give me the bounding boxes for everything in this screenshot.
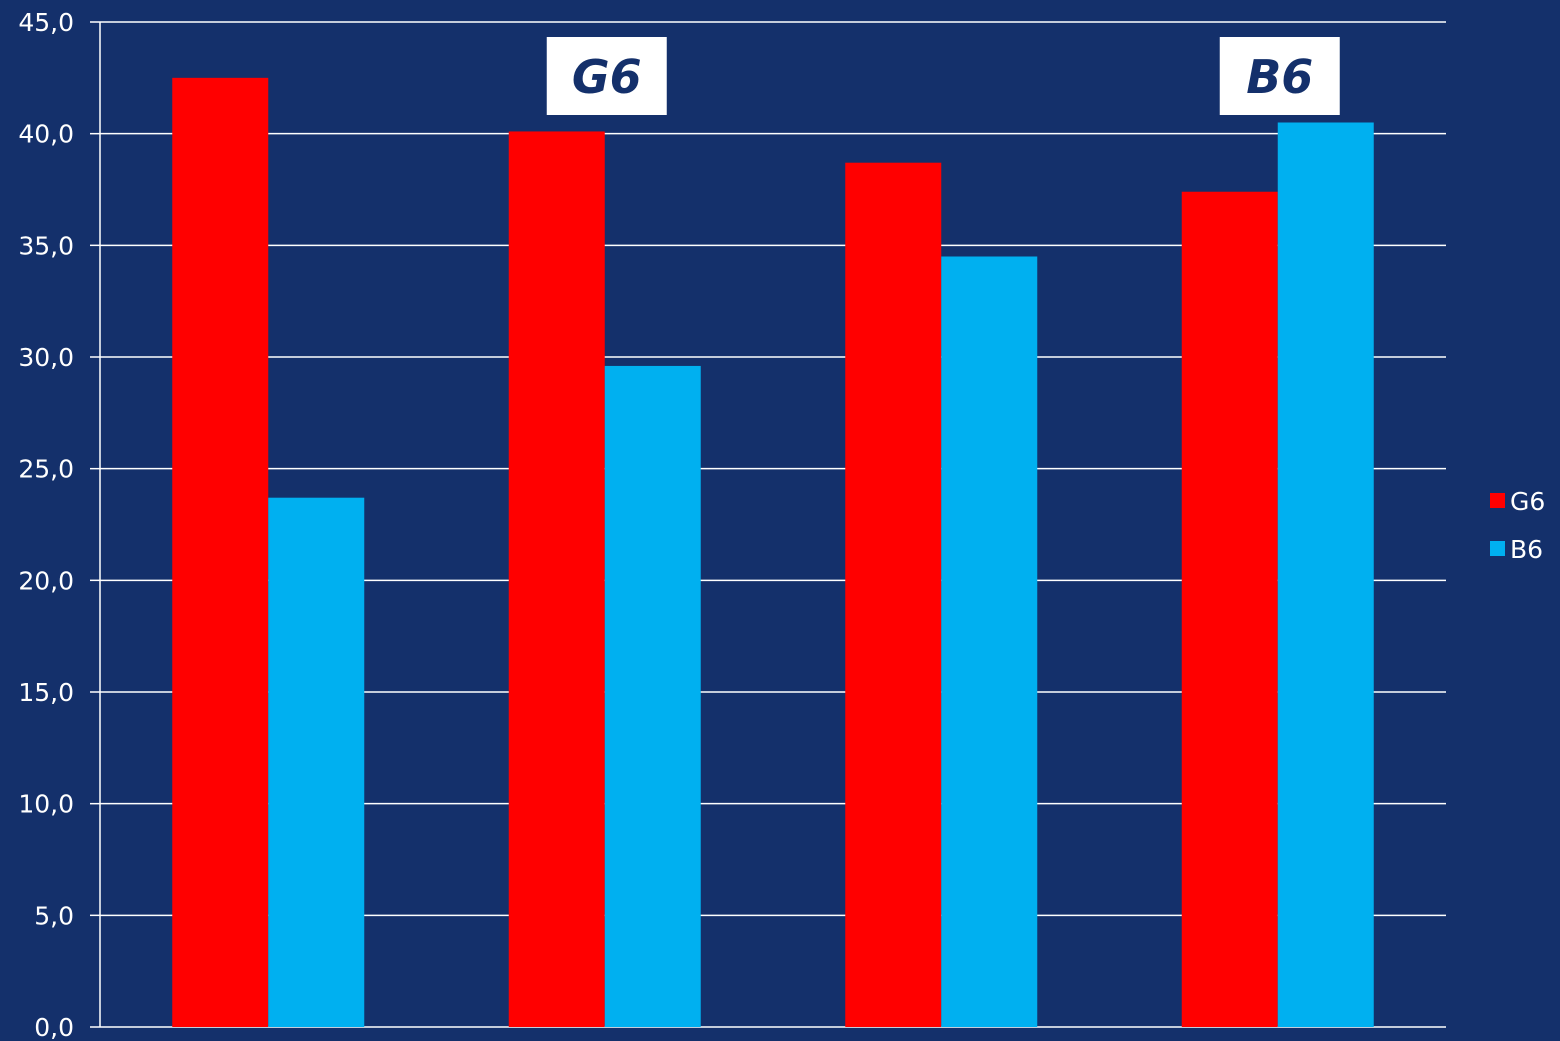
bars (172, 77, 1374, 1028)
bar-g6-2 (508, 131, 605, 1027)
annotation-g6: G6 (546, 37, 667, 115)
legend: G6 B6 (1490, 487, 1545, 564)
legend-swatch (1490, 493, 1505, 508)
legend-item-b6: B6 (1490, 535, 1543, 564)
bar-b6-2 (604, 365, 701, 1027)
bar-b6-1 (268, 497, 365, 1027)
y-tick-label: 45,0 (18, 8, 74, 37)
bar-b6-4 (1277, 122, 1374, 1027)
legend-label: B6 (1510, 535, 1543, 564)
bar-g6-1 (172, 77, 269, 1028)
y-tick-label: 25,0 (18, 455, 74, 484)
annotation-box (1219, 37, 1340, 115)
legend-swatch (1490, 541, 1505, 556)
annotation-label: G6 (572, 50, 642, 104)
bar-b6-3 (941, 256, 1038, 1027)
y-tick-label: 15,0 (18, 678, 74, 707)
y-axis: 0,0 5,0 10,0 15,0 20,0 25,0 30,0 35,0 40,0 45,0 (18, 8, 101, 1041)
legend-label: G6 (1510, 487, 1545, 516)
annotations: G6 B6 (546, 37, 1340, 115)
y-tick-label: 5,0 (34, 901, 74, 930)
bar-g6-4 (1181, 191, 1278, 1027)
y-tick-label: 20,0 (18, 566, 74, 595)
annotation-label: B6 (1246, 50, 1313, 104)
y-tick-label: 35,0 (18, 231, 74, 260)
y-tick-label: 0,0 (34, 1013, 74, 1041)
annotation-box (546, 37, 667, 115)
y-tick-label: 30,0 (18, 343, 74, 372)
legend-item-g6: G6 (1490, 487, 1545, 516)
y-tick-label: 40,0 (18, 120, 74, 149)
y-tick-label: 10,0 (18, 790, 74, 819)
bar-g6-3 (845, 162, 942, 1027)
annotation-b6: B6 (1219, 37, 1340, 115)
